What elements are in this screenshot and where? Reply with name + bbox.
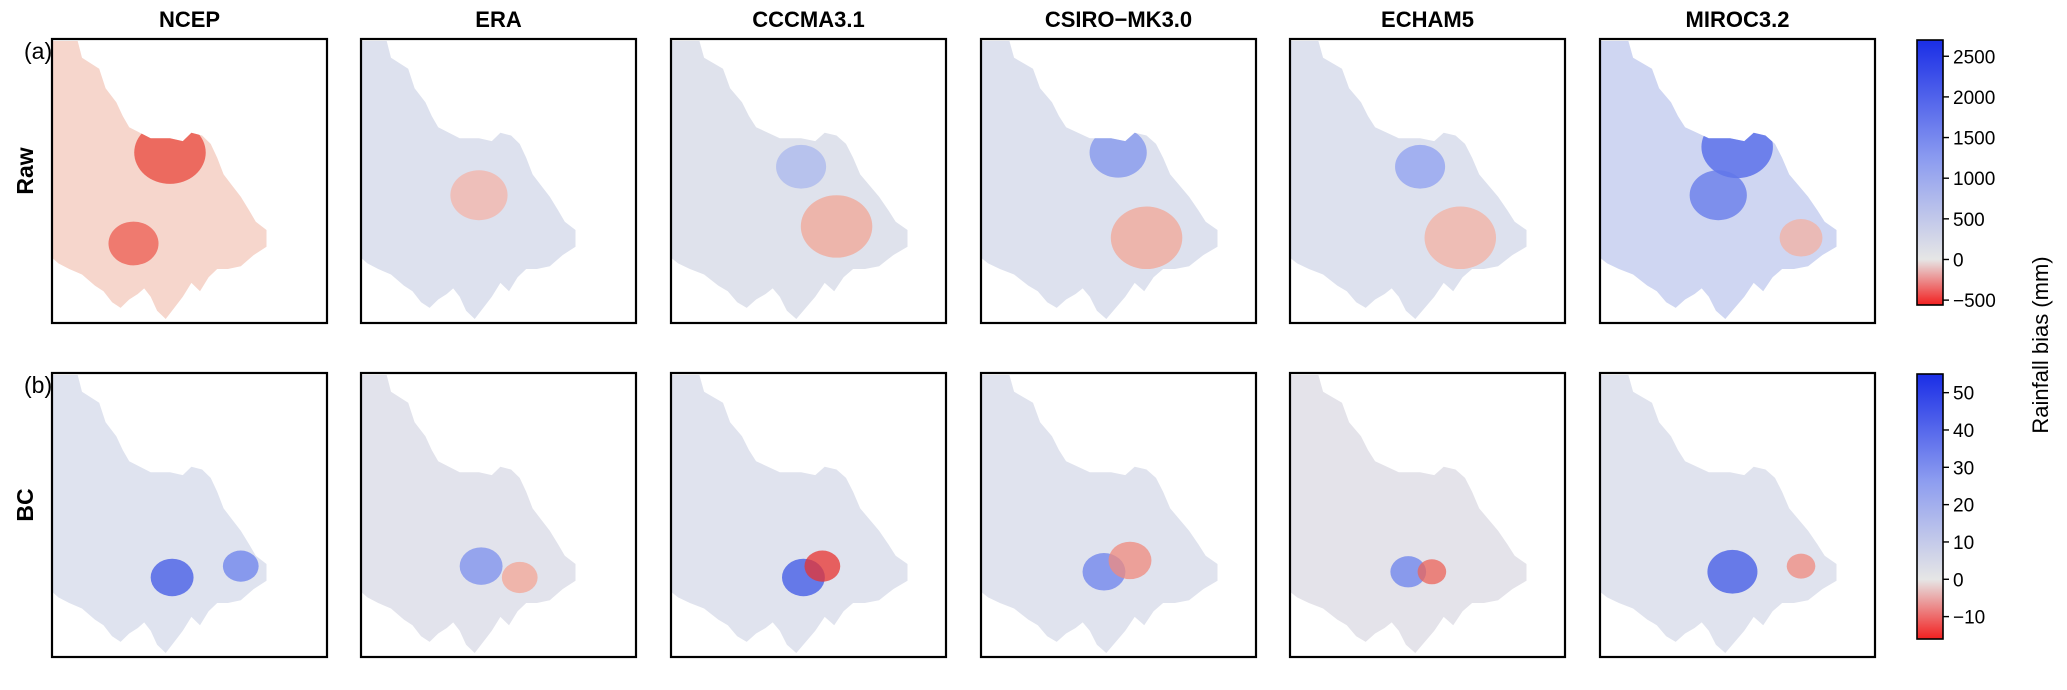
- map-panel: [979, 37, 1258, 325]
- panel-frame: [1288, 37, 1567, 325]
- row-tag: (a): [24, 38, 52, 64]
- bias-hotspot: [1108, 541, 1152, 580]
- bias-hotspot: [804, 550, 841, 582]
- panel-frame: [669, 371, 948, 659]
- bias-hotspot: [1779, 219, 1823, 257]
- bias-hotspot: [501, 561, 538, 594]
- column-title: CCCMA3.1: [752, 7, 864, 32]
- column-titles: NCEP ERA CCCMA3.1 CSIRO−MK3.0 ECHAM5 MIROC3.2: [159, 7, 1790, 32]
- column-title: CSIRO−MK3.0: [1045, 7, 1192, 32]
- bias-hotspot: [1689, 170, 1747, 221]
- region-fill: [981, 375, 1218, 653]
- panel-frame: [359, 371, 638, 659]
- panel-frame: [1288, 371, 1567, 659]
- bias-hotspot: [222, 550, 259, 582]
- map-panel: [1598, 371, 1877, 659]
- bias-hotspot: [1022, 302, 1044, 319]
- map-panel: [50, 371, 329, 659]
- panel-frame: [979, 371, 1258, 659]
- region-fill: [1600, 375, 1837, 653]
- panel-frame: [50, 371, 329, 659]
- colorbars: 2500 2000 1500 1000 500 0 −500 50 40 30 20 10 0 −10 Ra…: [1916, 39, 2053, 640]
- bias-hotspot: [389, 304, 419, 319]
- bias-hotspot: [1417, 559, 1447, 585]
- map-panel: [1288, 37, 1567, 325]
- bias-hotspot: [776, 144, 827, 189]
- bias-hotspot: [800, 195, 873, 258]
- map-panel: [669, 371, 948, 659]
- bias-hotspot: [150, 558, 194, 597]
- map-panel: [50, 37, 329, 325]
- map-panel: [669, 37, 948, 325]
- colorbar-tick-label: −500: [1953, 291, 1996, 312]
- panel-frame: [50, 37, 329, 325]
- column-title: NCEP: [159, 7, 220, 32]
- panel-frame: [1598, 37, 1877, 325]
- map-panel: [1598, 37, 1877, 325]
- colorbar-tick-label: 40: [1953, 421, 1974, 442]
- colorbar-tick-label: 20: [1953, 496, 1974, 517]
- column-title: ERA: [475, 7, 522, 32]
- panel-frame: [1598, 371, 1877, 659]
- column-title: ECHAM5: [1381, 7, 1474, 32]
- bias-hotspot: [134, 121, 206, 184]
- panel-frame: [979, 37, 1258, 325]
- colorbar: 2500 2000 1500 1000 500 0 −500: [1916, 39, 1996, 312]
- colorbar-label: Rainfall bias (mm): [2028, 256, 2053, 433]
- colorbar-tick-label: 2000: [1953, 88, 1995, 109]
- bias-hotspot: [459, 547, 503, 585]
- bias-hotspot: [450, 170, 508, 221]
- row-label: BC: [12, 488, 38, 521]
- bias-hotspot: [1395, 144, 1446, 189]
- panel-frame: [359, 37, 638, 325]
- region-fill: [981, 41, 1218, 319]
- bias-hotspot: [1424, 206, 1497, 270]
- bias-hotspot: [1701, 115, 1773, 179]
- colorbar-tick-label: 50: [1953, 384, 1974, 405]
- colorbar-tick-label: 500: [1953, 210, 1985, 231]
- bias-hotspot: [1786, 553, 1816, 579]
- region-fill: [671, 375, 908, 653]
- colorbar-tick-label: 1500: [1953, 129, 1995, 150]
- bias-hotspot: [1110, 206, 1183, 270]
- colorbar-strip: [1916, 373, 1944, 640]
- colorbar-tick-label: 0: [1953, 570, 1964, 591]
- bias-hotspot: [108, 221, 159, 266]
- bias-hotspot: [1707, 549, 1758, 594]
- row-labels: (a) Raw (b) BC: [12, 38, 52, 522]
- map-panel: [359, 37, 638, 325]
- column-title: MIROC3.2: [1686, 7, 1790, 32]
- row-tag: (b): [24, 372, 52, 398]
- map-panel: [1288, 371, 1567, 659]
- map-panel: [359, 371, 638, 659]
- bias-hotspot: [1390, 556, 1427, 588]
- colorbar-tick-label: 30: [1953, 458, 1974, 479]
- panel-grid: [50, 37, 1877, 659]
- colorbar-tick-label: 2500: [1953, 47, 1995, 68]
- region-fill: [361, 375, 576, 653]
- region-fill: [1290, 375, 1527, 653]
- row-label: Raw: [12, 147, 38, 194]
- colorbar-tick-label: −10: [1953, 608, 1985, 629]
- colorbar: 50 40 30 20 10 0 −10: [1916, 373, 1985, 640]
- map-panel: [979, 371, 1258, 659]
- region-fill: [52, 375, 267, 653]
- colorbar-strip: [1916, 39, 1944, 306]
- colorbar-tick-label: 1000: [1953, 169, 1995, 190]
- colorbar-tick-label: 0: [1953, 250, 1964, 271]
- colorbar-tick-label: 10: [1953, 533, 1974, 554]
- panel-frame: [669, 37, 948, 325]
- bias-hotspot: [1089, 127, 1147, 178]
